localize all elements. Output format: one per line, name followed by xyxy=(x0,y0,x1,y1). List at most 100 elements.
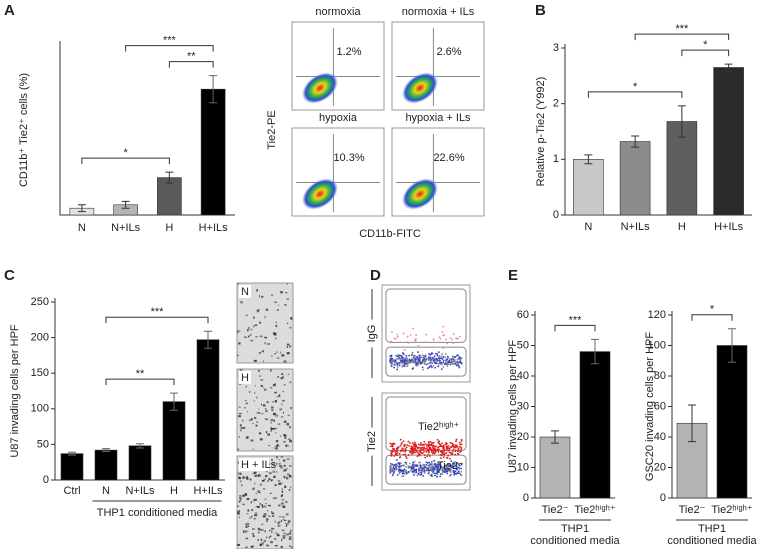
event xyxy=(415,334,418,336)
event xyxy=(400,355,403,357)
speck xyxy=(237,354,239,357)
speck xyxy=(283,464,286,467)
speck xyxy=(268,472,272,475)
speck xyxy=(260,529,264,531)
speck xyxy=(260,379,264,381)
speck xyxy=(285,524,288,527)
event xyxy=(430,358,432,361)
flow-percent: 2.6% xyxy=(437,46,462,58)
speck xyxy=(251,488,255,491)
event xyxy=(460,357,463,359)
speck xyxy=(248,525,250,527)
error-bar xyxy=(136,443,144,449)
panel-letter: C xyxy=(4,267,15,284)
event xyxy=(424,355,427,358)
event xyxy=(441,363,443,366)
event xyxy=(427,467,429,470)
event xyxy=(444,353,447,355)
speck xyxy=(285,501,288,503)
speck xyxy=(248,419,251,422)
speck xyxy=(280,545,283,548)
speck xyxy=(281,488,283,490)
speck xyxy=(238,413,242,415)
speck xyxy=(277,522,280,525)
y-tick-label: 120 xyxy=(648,309,666,321)
speck xyxy=(286,351,290,355)
speck xyxy=(266,401,269,403)
image-label: N xyxy=(241,286,249,298)
speck xyxy=(252,535,255,537)
speck xyxy=(278,459,280,461)
speck xyxy=(277,376,280,378)
speck xyxy=(245,314,248,317)
speck xyxy=(285,476,288,479)
speck xyxy=(281,373,284,376)
speck xyxy=(287,373,290,375)
speck xyxy=(270,479,273,481)
speck xyxy=(239,480,242,483)
speck xyxy=(257,408,260,410)
event xyxy=(458,441,461,444)
event xyxy=(428,444,430,447)
event xyxy=(406,335,409,338)
speck xyxy=(238,406,241,408)
speck xyxy=(288,538,292,540)
flow-title: normoxia + ILs xyxy=(402,6,475,18)
y-tick-label: 100 xyxy=(648,339,666,351)
event xyxy=(440,445,443,448)
event xyxy=(421,464,423,467)
speck xyxy=(271,409,274,411)
event xyxy=(393,468,396,470)
speck xyxy=(282,375,284,378)
y-axis-label: CD11b⁺ Tie2⁺ cells (%) xyxy=(18,73,30,187)
speck xyxy=(288,475,292,478)
event xyxy=(446,358,449,361)
event xyxy=(395,354,398,357)
event xyxy=(416,474,419,477)
event xyxy=(396,454,399,457)
event xyxy=(410,358,413,361)
x-tick-label: N xyxy=(584,221,592,233)
panel-letter: E xyxy=(508,267,518,284)
event xyxy=(409,334,412,336)
speck xyxy=(255,492,257,495)
event xyxy=(429,474,432,477)
event xyxy=(452,469,455,472)
event xyxy=(405,455,407,458)
speck xyxy=(264,315,266,319)
event xyxy=(441,442,444,445)
speck xyxy=(244,336,247,338)
speck xyxy=(258,531,260,534)
speck xyxy=(271,511,273,514)
event xyxy=(400,465,402,467)
y-tick-label: 20 xyxy=(654,461,666,473)
event xyxy=(446,365,449,368)
speck xyxy=(262,387,265,389)
speck xyxy=(278,482,281,485)
event xyxy=(411,442,414,444)
event xyxy=(439,337,442,340)
event xyxy=(404,357,407,360)
event xyxy=(422,368,424,371)
gate xyxy=(385,396,467,451)
speck xyxy=(249,517,252,519)
speck xyxy=(286,298,289,300)
event xyxy=(455,438,458,441)
event xyxy=(440,368,443,371)
speck xyxy=(263,505,267,508)
event xyxy=(394,466,397,468)
error-bar xyxy=(631,135,640,148)
speck xyxy=(276,456,278,459)
y-tick-label: 50 xyxy=(37,438,49,450)
event xyxy=(446,342,449,345)
speck xyxy=(240,484,243,487)
significance-bracket xyxy=(168,61,214,68)
event xyxy=(402,440,405,443)
speck xyxy=(247,509,250,512)
speck xyxy=(270,427,274,430)
bar xyxy=(157,177,182,216)
speck xyxy=(239,477,242,480)
y-tick-label: 250 xyxy=(31,296,49,308)
event xyxy=(440,457,442,459)
speck xyxy=(250,328,253,331)
